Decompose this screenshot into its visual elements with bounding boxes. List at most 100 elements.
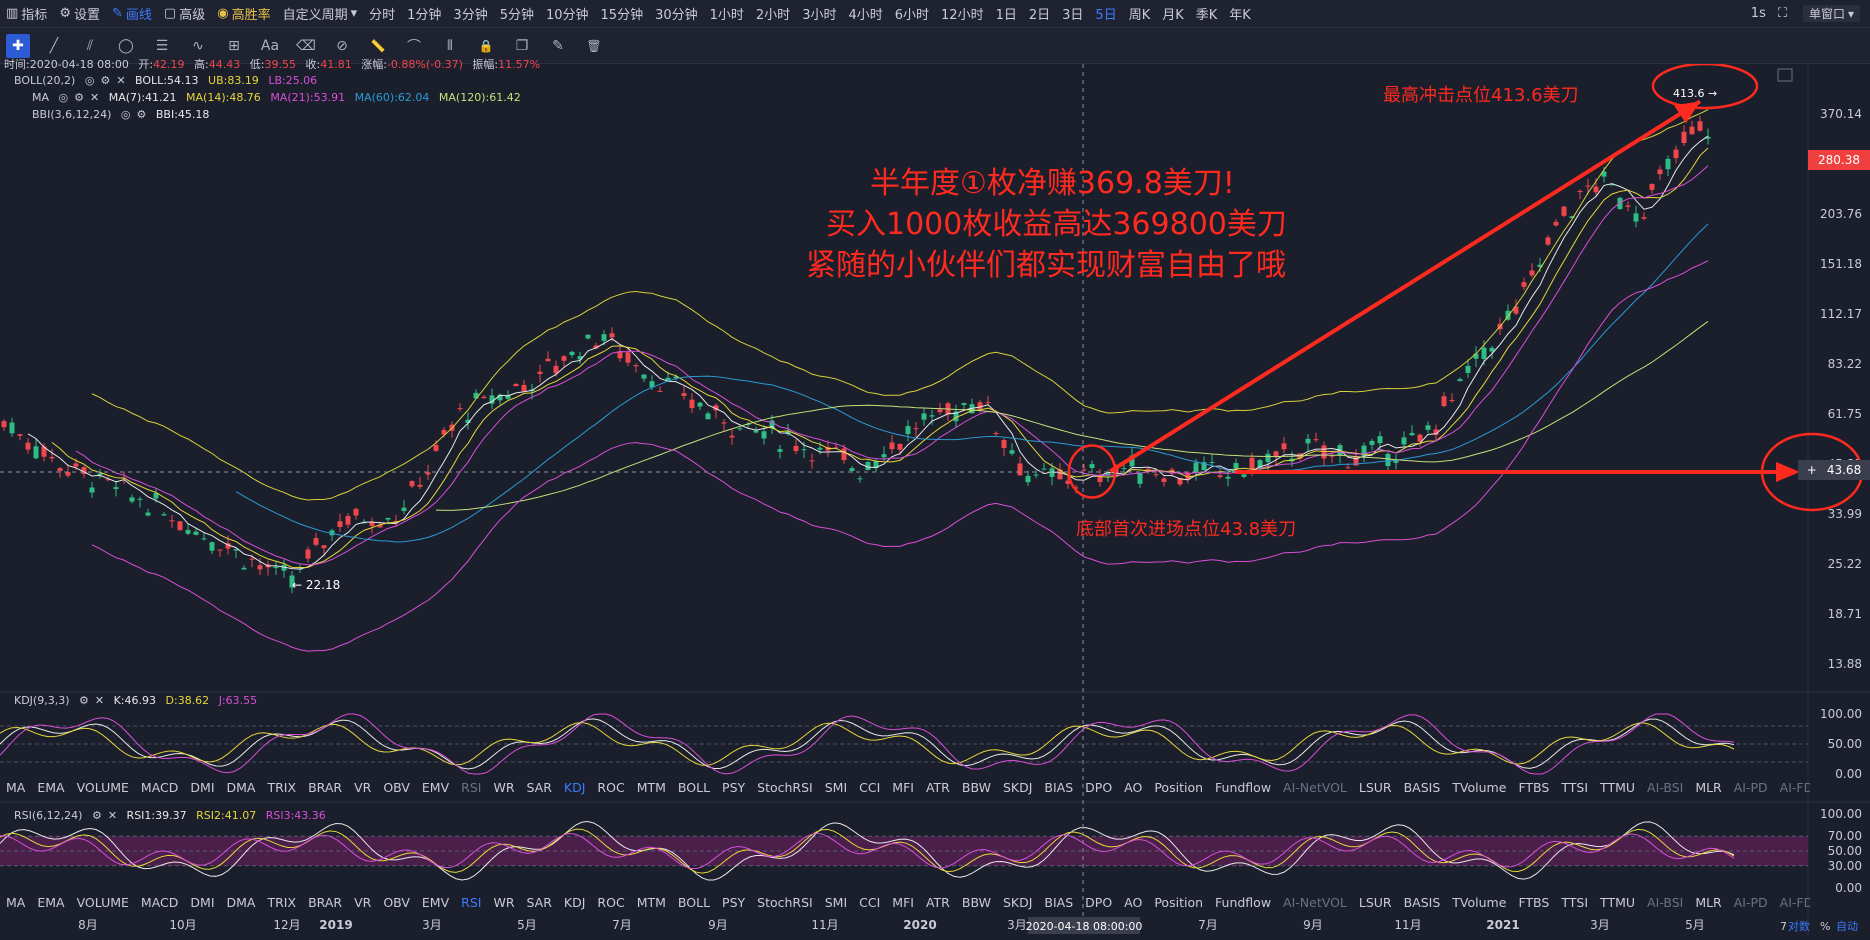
indicator-tab-ma[interactable]: MA	[6, 894, 26, 910]
period-月K[interactable]: 月K	[1162, 8, 1184, 23]
indicator-tab-psy[interactable]: PSY	[722, 779, 746, 795]
indicator-tab-brar[interactable]: BRAR	[308, 779, 343, 795]
period-3小时[interactable]: 3小时	[802, 8, 837, 23]
indicator-tab-rsi[interactable]: RSI	[461, 894, 482, 910]
indicator-tab-basis[interactable]: BASIS	[1403, 894, 1441, 910]
indicator-tab-roc[interactable]: ROC	[597, 779, 625, 795]
indicator-tab-volume[interactable]: VOLUME	[76, 894, 129, 910]
magnet-icon[interactable]: ⌒	[407, 38, 421, 55]
indicator-tab-position[interactable]: Position	[1154, 894, 1204, 910]
indicator-tab-rsi[interactable]: RSI	[461, 779, 482, 795]
indicator-tab-ai-bsi[interactable]: AI-BSI	[1647, 894, 1684, 910]
fib-icon[interactable]: ☰	[155, 37, 169, 54]
indicator-tab-macd[interactable]: MACD	[140, 894, 179, 910]
indicator-tab-ttsi[interactable]: TTSI	[1561, 779, 1589, 795]
period-3分钟[interactable]: 3分钟	[453, 8, 488, 23]
eye-icon[interactable]: ◎	[58, 91, 69, 104]
template-icon[interactable]: ✎	[552, 37, 564, 54]
plus-icon[interactable]: +	[1806, 463, 1817, 477]
indicator-tab-ao[interactable]: AO	[1124, 779, 1143, 795]
indicator-tab-macd[interactable]: MACD	[140, 779, 179, 795]
period-6小时[interactable]: 6小时	[894, 8, 930, 23]
indicator-tab-emv[interactable]: EMV	[421, 894, 450, 910]
fullscreen-icon[interactable]: ⛶	[1777, 6, 1787, 21]
indicator-tab-boll[interactable]: BOLL	[677, 894, 711, 910]
crosshair-icon[interactable]: ✚	[6, 33, 30, 58]
period-3日[interactable]: 3日	[1062, 8, 1084, 23]
indicator-tab-mlr[interactable]: MLR	[1695, 779, 1722, 795]
indicator-tab-bias[interactable]: BIAS	[1044, 894, 1074, 910]
indicator-tab-lsur[interactable]: LSUR	[1358, 894, 1392, 910]
indicator-tab-obv[interactable]: OBV	[383, 894, 410, 910]
indicator-tab-trix[interactable]: TRIX	[267, 779, 297, 795]
indicator-tab-stochrsi[interactable]: StochRSI	[757, 894, 813, 910]
rsi-name[interactable]: RSI(6,12,24)	[14, 809, 83, 822]
indicator-tab-trix[interactable]: TRIX	[267, 894, 297, 910]
wave-icon[interactable]: ∿	[192, 37, 204, 54]
topbar-item-5[interactable]: 自定义周期 ▾	[277, 4, 364, 23]
indicator-tab-mtm[interactable]: MTM	[636, 779, 666, 795]
close-icon[interactable]: ✕	[94, 694, 105, 707]
period-10分钟[interactable]: 10分钟	[545, 8, 589, 23]
indicator-tab-kdj[interactable]: KDJ	[563, 894, 586, 910]
indicator-tab-skdj[interactable]: SKDJ	[1002, 779, 1033, 795]
candle-icon[interactable]: ⫴	[447, 37, 453, 54]
period-15分钟[interactable]: 15分钟	[600, 8, 644, 23]
trend-line-icon[interactable]: ╱	[49, 37, 59, 54]
eye-icon[interactable]: ◎	[120, 108, 131, 121]
measure-icon[interactable]: ⊞	[228, 37, 240, 54]
gear-icon[interactable]: ⚙	[100, 74, 111, 87]
indicator-tab-atr[interactable]: ATR	[925, 894, 950, 910]
gear-icon[interactable]: ⚙	[79, 694, 89, 707]
indicator-tab-brar[interactable]: BRAR	[308, 894, 343, 910]
window-mode-select[interactable]: 单窗口 ▾	[1802, 5, 1860, 22]
indicator-tab-dpo[interactable]: DPO	[1085, 779, 1113, 795]
indicator-tab-atr[interactable]: ATR	[925, 779, 950, 795]
chart-canvas[interactable]: 370.14 280.38 203.76 151.18 112.17 83.22 61.75…	[0, 62, 1870, 936]
indicator-tab-ai-fdi[interactable]: AI-FDI	[1779, 894, 1810, 910]
indicator-tab-dma[interactable]: DMA	[226, 894, 256, 910]
indicator-tab-skdj[interactable]: SKDJ	[1002, 894, 1033, 910]
indicator-tab-wr[interactable]: WR	[493, 779, 515, 795]
indicator-tab-cci[interactable]: CCI	[859, 894, 881, 910]
indicator-tab-ai-netvol[interactable]: AI-NetVOL	[1283, 894, 1347, 910]
indicator-tab-tvolume[interactable]: TVolume	[1452, 779, 1507, 795]
indicator-tab-smi[interactable]: SMI	[824, 779, 848, 795]
indicator-tab-bias[interactable]: BIAS	[1044, 779, 1074, 795]
indicator-tab-ma[interactable]: MA	[6, 779, 26, 795]
text-icon[interactable]: Aa	[260, 37, 280, 54]
indicator-tab-psy[interactable]: PSY	[722, 894, 746, 910]
ruler-icon[interactable]: 📏	[370, 38, 386, 53]
indicator-tab-ftbs[interactable]: FTBS	[1518, 894, 1550, 910]
indicator-tab-bbw[interactable]: BBW	[961, 894, 991, 910]
layers-icon[interactable]: ❐	[515, 37, 529, 54]
close-icon[interactable]: ✕	[116, 74, 126, 87]
indicator-tab-kdj[interactable]: KDJ	[563, 779, 586, 795]
gear-icon[interactable]: ⚙	[136, 108, 147, 121]
hide-icon[interactable]: ⊘	[336, 37, 348, 54]
indicator-tab-ttmu[interactable]: TTMU	[1600, 894, 1636, 910]
indicator-tab-mfi[interactable]: MFI	[892, 894, 914, 910]
indicator-tab-ai-netvol[interactable]: AI-NetVOL	[1283, 779, 1347, 795]
indicator-tab-vr[interactable]: VR	[354, 779, 372, 795]
period-1分钟[interactable]: 1分钟	[407, 8, 442, 23]
indicator-tab-ai-fdi[interactable]: AI-FDI	[1779, 779, 1810, 795]
indicator-tab-ai-pd[interactable]: AI-PD	[1733, 779, 1768, 795]
lock-icon[interactable]: 🔒	[478, 38, 494, 53]
indicator-tab-obv[interactable]: OBV	[383, 779, 410, 795]
gear-icon[interactable]: ⚙	[74, 91, 84, 104]
eye-icon[interactable]: ◎	[84, 74, 95, 87]
indicator-tab-bbw[interactable]: BBW	[961, 779, 991, 795]
period-1日[interactable]: 1日	[995, 8, 1017, 23]
indicator-tab-dmi[interactable]: DMI	[190, 894, 215, 910]
period-1小时[interactable]: 1小时	[709, 8, 744, 23]
period-年K[interactable]: 年K	[1229, 8, 1251, 23]
indicator-tab-ai-bsi[interactable]: AI-BSI	[1647, 779, 1684, 795]
indicator-tab-mfi[interactable]: MFI	[892, 779, 914, 795]
indicator-tab-cci[interactable]: CCI	[859, 779, 881, 795]
indicator-tab-vr[interactable]: VR	[354, 894, 372, 910]
indicator-tab-fundflow[interactable]: Fundflow	[1215, 779, 1272, 795]
period-30分钟[interactable]: 30分钟	[655, 8, 698, 23]
indicator-tab-ftbs[interactable]: FTBS	[1518, 779, 1550, 795]
indicator-tab-emv[interactable]: EMV	[421, 779, 450, 795]
